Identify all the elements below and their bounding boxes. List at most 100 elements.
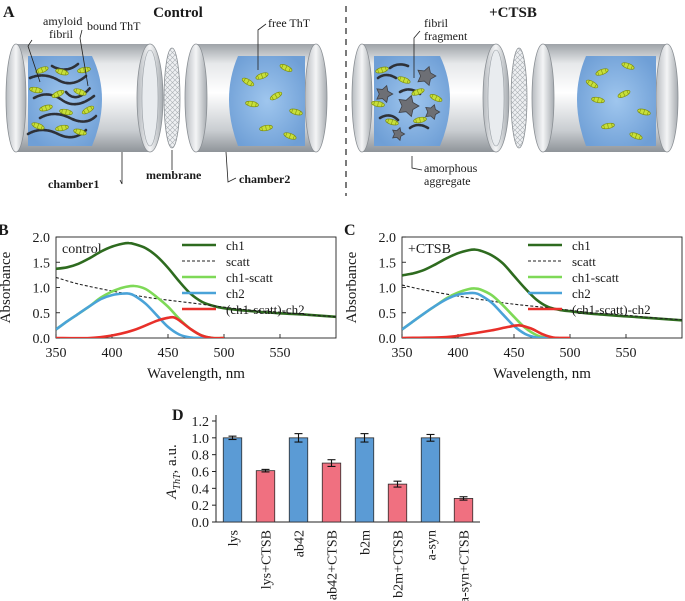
control-fibril-3 [38, 112, 98, 123]
panel-d-category-label: lys+CTSB [260, 530, 275, 589]
ctsb-title: +CTSB [489, 5, 537, 21]
panel-c-ytick-label: 1.0 [379, 282, 397, 297]
panel-b-xtick-label: 550 [270, 346, 291, 361]
ctsb-membrane [510, 47, 528, 149]
panel-b-legend-label: scatt [226, 254, 250, 269]
panel-d-ylabel-rest: , a.u. [164, 444, 180, 473]
panel-d-bar-a-syn+CTSB [453, 498, 474, 523]
ctsb-fibril-4 [408, 123, 430, 130]
panel-d-category-label: a-syn+CTSB [458, 530, 473, 601]
panel-b-xlabel: Wavelength, nm [147, 366, 245, 382]
panel-b-xtick-label: 350 [46, 346, 67, 361]
panel-letter-b: B [0, 222, 9, 239]
ctsb-amorphous-aggregates [376, 65, 441, 142]
panel-b-ytick-label: 1.5 [33, 256, 51, 271]
panel-d-ylabel: AThT, a.u. [164, 444, 183, 499]
ctsb-chamber1 [351, 43, 510, 153]
panel-d-category-label: b2m+CTSB [392, 530, 407, 598]
panel-c-legend-label: scatt [572, 254, 596, 269]
label-fibril: fibril [49, 27, 74, 41]
control-fibril-2 [32, 93, 96, 106]
panel-b-series-ch1-scatt-ch2 [56, 315, 224, 338]
control-title: Control [153, 5, 203, 21]
panel-c-xtick-label: 500 [560, 346, 581, 361]
panel-b-ytick-label: 1.0 [33, 282, 51, 297]
panel-b-xtick-label: 500 [214, 346, 235, 361]
panel-d-category-label: b2m [359, 530, 374, 555]
panel-d-bar-a-syn [420, 437, 441, 523]
panel-a: A Control +CTSB [3, 4, 679, 196]
label-fragment: fragment [424, 29, 468, 43]
ctsb-fibril-1 [376, 73, 398, 80]
panel-b-annotation: control [62, 242, 102, 257]
panel-d-bar-lys [222, 437, 243, 523]
panel-b-legend-label: (ch1-scatt)-ch2 [226, 302, 305, 317]
panel-d-bar-ab42 [288, 437, 309, 523]
panel-letter-a: A [3, 4, 15, 21]
panel-d-chart: D 0.0 0.2 0.40.6 0.8 1.0 1.2 AThT, a.u. lys lys+C… [164, 407, 480, 601]
panel-b-series-group [56, 241, 336, 338]
panel-d-category-label: a-syn [425, 530, 440, 560]
panel-c-legend-label: ch2 [572, 286, 591, 301]
control-fibril-5 [50, 62, 80, 71]
panel-c-chart: C 0.0 0.5 1.0 1.5 2.0 350 400 450 500 550 Wavelengt… [344, 222, 683, 382]
label-bound-tht: bound ThT [87, 19, 141, 33]
panel-d-ytick-label: 0.8 [192, 449, 210, 464]
ctsb-ch2-liquid [577, 56, 656, 146]
control-fibril-4 [26, 128, 88, 139]
panel-d-ytick-label: 1.2 [192, 415, 210, 430]
panel-c-ytick-label: 0.0 [379, 332, 397, 347]
panel-c-xtick-label: 350 [392, 346, 413, 361]
panel-d-bar-ab42+CTSB [321, 462, 342, 523]
label-chamber2: chamber2 [239, 172, 290, 186]
panel-c-ytick-label: 2.0 [379, 231, 397, 246]
panel-c-xtick-label: 450 [504, 346, 525, 361]
panel-letter-c: C [344, 222, 356, 239]
label-membrane: membrane [146, 168, 202, 182]
panel-c-legend-label: ch1-scatt [572, 270, 619, 285]
control-apparatus [5, 43, 328, 153]
label-free-tht: free ThT [268, 16, 311, 30]
label-amorphous: amorphous [424, 161, 478, 175]
ctsb-aggregate-5 [392, 126, 406, 142]
ctsb-aggregate-3 [398, 94, 420, 118]
panel-c-ytick-label: 1.5 [379, 256, 397, 271]
panel-c-legend-label: ch1 [572, 238, 591, 253]
control-fibril-6 [64, 86, 92, 99]
panel-c-ytick-label: 0.5 [379, 307, 397, 322]
panel-d-category-label: ab42+CTSB [326, 530, 341, 600]
panel-b-xtick-label: 450 [158, 346, 179, 361]
panel-letter-d: D [172, 407, 184, 424]
ctsb-fibril-3 [378, 114, 400, 122]
panel-d-category-label: lys [227, 530, 242, 546]
panel-b-series-ch2 [56, 292, 213, 338]
control-chamber2 [184, 43, 328, 153]
panel-c-xtick-label: 400 [448, 346, 469, 361]
panel-c-series-ch2 [402, 291, 559, 338]
panel-d-bar-b2m+CTSB [387, 483, 408, 523]
panel-d-ytick-label: 0.6 [192, 466, 210, 481]
panel-d-ylabel-sub: ThT [172, 472, 183, 490]
panel-a-annotations [27, 23, 423, 185]
panel-d-ylabel-main: A [164, 489, 180, 500]
panel-c-ylabel: Absorbance [344, 251, 360, 323]
ctsb-chamber2 [531, 43, 679, 153]
panel-b-ytick-label: 2.0 [33, 231, 51, 246]
panel-c-legend-label: (ch1-scatt)-ch2 [572, 302, 651, 317]
panel-b-series-scatt [56, 276, 336, 318]
panel-d-ytick-label: 0.4 [192, 482, 210, 497]
panel-c-series-ch1 [402, 248, 682, 322]
ctsb-aggregate-4 [425, 103, 441, 121]
panel-b-legend-label: ch2 [226, 286, 245, 301]
ctsb-fibril-5 [388, 63, 410, 70]
panel-b-ytick-label: 0.5 [33, 307, 51, 322]
panel-c-annotation: +CTSB [408, 242, 451, 257]
panel-d-ytick-label: 1.0 [192, 432, 210, 447]
panel-d-ytick-label: 0.2 [192, 499, 210, 514]
label-chamber1: chamber1 [48, 177, 99, 191]
panel-d-category-label: ab42 [293, 530, 308, 557]
panel-c-series-ch1-scatt-ch2 [402, 324, 571, 338]
panel-b-xtick-label: 400 [102, 346, 123, 361]
control-ch2-liquid [229, 56, 305, 146]
